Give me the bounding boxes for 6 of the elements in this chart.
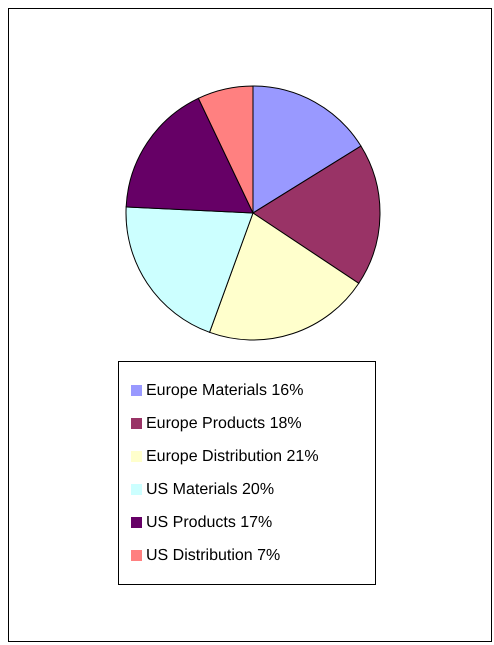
legend-label: Europe Distribution 21% (146, 448, 319, 465)
legend-label: Europe Materials 16% (146, 382, 304, 399)
legend-label: Europe Products 18% (146, 415, 302, 432)
legend-label: US Materials 20% (146, 481, 274, 498)
legend-label: US Distribution 7% (146, 547, 280, 564)
legend-label: US Products 17% (146, 514, 272, 531)
